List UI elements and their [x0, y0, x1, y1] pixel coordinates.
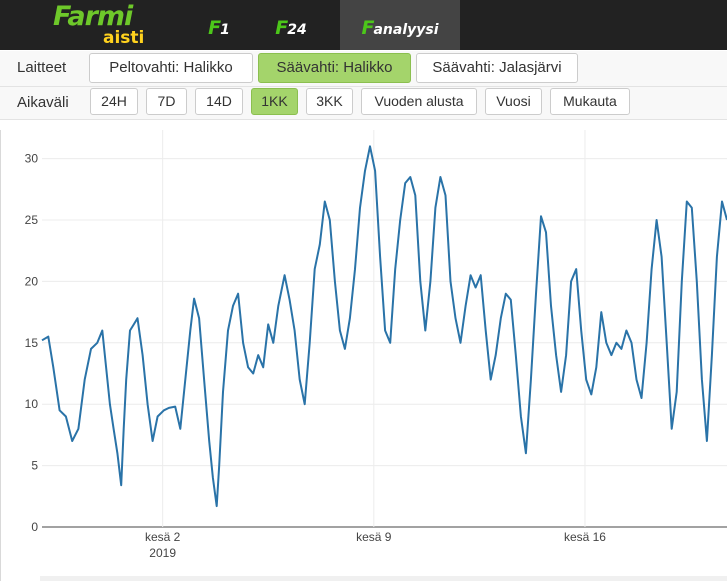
- range-button-vuoden-alusta[interactable]: Vuoden alusta: [361, 88, 477, 115]
- device-button-peltovahti-halikko[interactable]: Peltovahti: Halikko: [89, 53, 253, 83]
- x-tick-sublabel: 2019: [149, 546, 176, 560]
- series-line[interactable]: [41, 145, 727, 508]
- logo-text-farmi: Farmi: [53, 1, 133, 32]
- nav-tab-f1[interactable]: F1: [196, 0, 242, 50]
- y-tick-label: 5: [31, 459, 38, 473]
- top-navbar: Farmi aisti F1 F24 Fanalyysi: [0, 0, 727, 50]
- nav-tab-fanalyysi-prefix: F: [361, 17, 375, 39]
- device-button-saavahti-halikko[interactable]: Säävahti: Halikko: [258, 53, 411, 83]
- nav-tab-fanalyysi-label: analyysi: [373, 22, 439, 38]
- chart-container: 0 5 10 15 20 25 30 kesä 2 2019 kesä 9 kesä 16: [0, 122, 727, 581]
- nav-tab-fanalyysi[interactable]: Fanalyysi: [340, 0, 460, 50]
- chart-grid: [42, 130, 727, 528]
- x-tick-label: kesä 16: [564, 530, 606, 544]
- y-tick-label: 25: [25, 213, 39, 227]
- devices-row: Laitteet Peltovahti: Halikko Säävahti: H…: [0, 51, 727, 87]
- timerange-label: Aikaväli: [17, 94, 69, 111]
- y-tick-label: 0: [31, 520, 38, 534]
- x-axis: kesä 2 2019 kesä 9 kesä 16: [145, 530, 606, 560]
- y-tick-label: 15: [25, 336, 39, 350]
- range-button-7d[interactable]: 7D: [146, 88, 187, 115]
- chart-scrollbar-track[interactable]: [40, 576, 727, 581]
- y-axis: 0 5 10 15 20 25 30: [25, 152, 39, 534]
- range-button-3kk[interactable]: 3KK: [306, 88, 353, 115]
- nav-tab-f24[interactable]: F24: [260, 0, 322, 50]
- y-tick-label: 20: [25, 274, 39, 288]
- nav-tab-f24-label: 24: [287, 22, 307, 38]
- x-tick-label: kesä 2: [145, 530, 181, 544]
- range-button-vuosi[interactable]: Vuosi: [485, 88, 542, 115]
- y-tick-label: 30: [25, 152, 39, 166]
- logo-text-aisti: aisti: [103, 28, 145, 48]
- devices-label: Laitteet: [17, 59, 67, 76]
- farmiaisti-logo[interactable]: Farmi aisti: [53, 1, 168, 48]
- range-button-1kk[interactable]: 1KK: [251, 88, 298, 115]
- range-button-14d[interactable]: 14D: [195, 88, 243, 115]
- nav-tab-f1-label: 1: [220, 22, 230, 38]
- device-button-saavahti-jalasjarvi[interactable]: Säävahti: Jalasjärvi: [416, 53, 578, 83]
- x-tick-label: kesä 9: [356, 530, 392, 544]
- temperature-line-chart[interactable]: 0 5 10 15 20 25 30 kesä 2 2019 kesä 9 kesä 16: [0, 122, 727, 581]
- range-button-mukauta[interactable]: Mukauta: [550, 88, 630, 115]
- y-tick-label: 10: [25, 397, 39, 411]
- nav-tab-f1-prefix: F: [208, 17, 222, 39]
- timerange-row: Aikaväli 24H 7D 14D 1KK 3KK Vuoden alust…: [0, 87, 727, 120]
- range-button-24h[interactable]: 24H: [90, 88, 138, 115]
- chart-left-border: [0, 130, 1, 581]
- nav-tab-f24-prefix: F: [275, 17, 289, 39]
